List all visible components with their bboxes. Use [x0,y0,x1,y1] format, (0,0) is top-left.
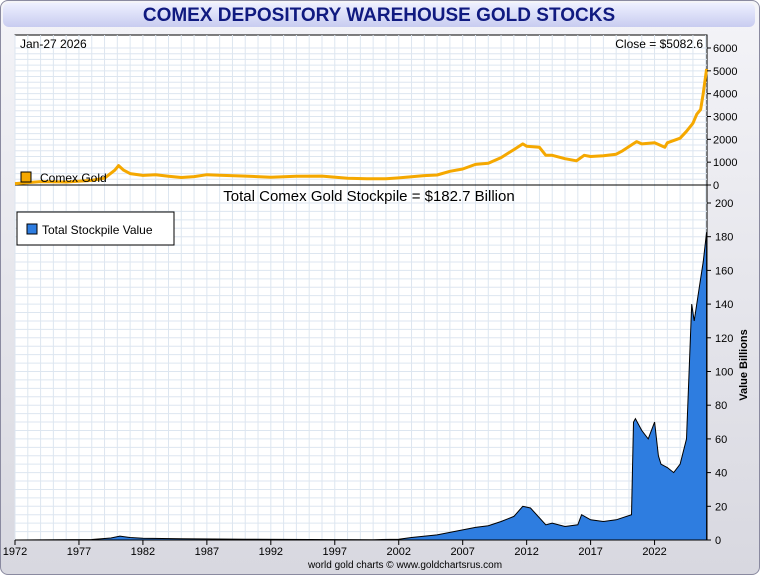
x-tick-label: 1987 [195,546,219,558]
stockpile-tick-label: 20 [715,501,727,513]
close-price-label: Close = $5082.6 [615,37,703,51]
stockpile-tick-label: 140 [715,299,733,311]
price-tick-label: 2000 [713,134,737,146]
gold-legend-swatch [20,171,32,183]
price-tick-label: 3000 [713,112,737,124]
stockpile-tick-label: 200 [715,198,733,210]
price-tick-label: 1000 [713,157,737,169]
x-tick-label: 1982 [131,546,155,558]
stockpile-tick-label: 80 [715,400,727,412]
gold-price-line [14,68,709,186]
chart-title: COMEX DEPOSITORY WAREHOUSE GOLD STOCKS [142,5,616,26]
x-tick-label: 2017 [578,546,602,558]
date-label: Jan-27 2026 [20,37,87,51]
x-tick-label: 1977 [67,546,91,558]
price-tick-label: 5000 [713,66,737,78]
x-tick-label: 1997 [323,546,347,558]
price-tick-label: 0 [713,180,719,192]
stockpile-tick-label: 40 [715,468,727,480]
x-axis-ticks: 1972 1977 1982 1987 1992 1997 2002 2007 2012 2017… [3,540,667,558]
price-tick-label: 4000 [713,89,737,101]
stockpile-legend-label: Total Stockpile Value [42,223,153,237]
x-tick-label: 2007 [450,546,474,558]
stockpile-legend-box [16,211,175,246]
gridlines [14,35,707,541]
stockpile-tick-label: 180 [715,232,733,244]
stockpile-tick-label: 120 [715,333,733,345]
stockpile-tick-label: 160 [715,265,733,277]
stockpile-title: Total Comex Gold Stockpile = $182.7 Bill… [223,188,514,205]
x-tick-label: 2022 [642,546,666,558]
stockpile-area [14,232,708,541]
stockpile-legend-swatch [26,223,38,235]
x-tick-label: 1992 [259,546,283,558]
y-axis-label: Value Billions [738,329,750,401]
footer-credit: world gold charts © www.goldchartsrus.co… [307,560,502,571]
x-tick-label: 1972 [3,546,27,558]
x-tick-label: 2002 [386,546,410,558]
price-tick-label: 6000 [713,43,737,55]
x-tick-label: 2012 [514,546,538,558]
title-bar: COMEX DEPOSITORY WAREHOUSE GOLD STOCKS [3,3,755,27]
stockpile-tick-label: 0 [715,535,721,547]
gold-legend-label: Comex Gold [40,171,107,185]
stockpile-tick-label: 60 [715,434,727,446]
stockpile-tick-label: 100 [715,367,733,379]
price-axis-ticks: 6000 5000 4000 3000 2000 1000 0 [707,43,737,192]
